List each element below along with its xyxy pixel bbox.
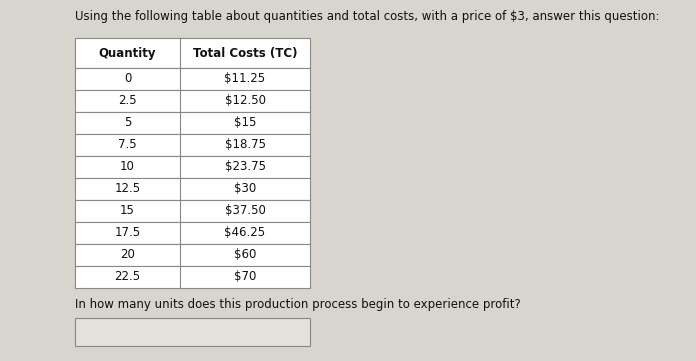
- Text: In how many units does this production process begin to experience profit?: In how many units does this production p…: [75, 298, 521, 311]
- Text: 22.5: 22.5: [114, 270, 141, 283]
- Text: 7.5: 7.5: [118, 139, 137, 152]
- Bar: [75, 38, 310, 68]
- Text: $46.25: $46.25: [224, 226, 266, 239]
- Text: Quantity: Quantity: [99, 47, 156, 60]
- Bar: [75, 222, 310, 244]
- Text: $30: $30: [234, 183, 256, 196]
- Bar: [75, 68, 310, 90]
- Text: $15: $15: [234, 117, 256, 130]
- Text: $37.50: $37.50: [225, 204, 265, 217]
- Bar: [75, 266, 310, 288]
- Bar: [75, 200, 310, 222]
- Text: $60: $60: [234, 248, 256, 261]
- Text: 15: 15: [120, 204, 135, 217]
- Text: $70: $70: [234, 270, 256, 283]
- Text: $11.25: $11.25: [224, 73, 266, 86]
- Bar: [75, 90, 310, 112]
- Text: 10: 10: [120, 161, 135, 174]
- Bar: [75, 112, 310, 134]
- Bar: [75, 244, 310, 266]
- Text: $12.50: $12.50: [225, 95, 265, 108]
- Bar: [75, 178, 310, 200]
- Text: 5: 5: [124, 117, 131, 130]
- Text: 17.5: 17.5: [114, 226, 141, 239]
- Text: 2.5: 2.5: [118, 95, 137, 108]
- Bar: [75, 318, 310, 346]
- Bar: [75, 134, 310, 156]
- Text: 12.5: 12.5: [114, 183, 141, 196]
- Text: Total Costs (TC): Total Costs (TC): [193, 47, 297, 60]
- Text: $23.75: $23.75: [225, 161, 265, 174]
- Text: 0: 0: [124, 73, 131, 86]
- Text: $18.75: $18.75: [225, 139, 265, 152]
- Text: 20: 20: [120, 248, 135, 261]
- Text: Using the following table about quantities and total costs, with a price of $3, : Using the following table about quantiti…: [75, 10, 660, 23]
- Bar: [75, 156, 310, 178]
